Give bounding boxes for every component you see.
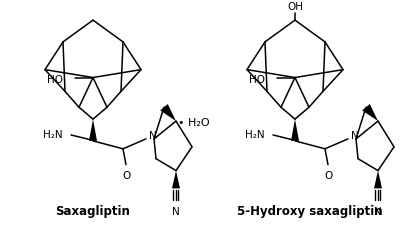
Polygon shape bbox=[373, 170, 381, 188]
Polygon shape bbox=[89, 119, 97, 141]
Text: HO: HO bbox=[248, 74, 264, 84]
Text: 5-Hydroxy saxagliptin: 5-Hydroxy saxagliptin bbox=[237, 205, 382, 218]
Text: Saxagliptin: Saxagliptin bbox=[56, 205, 130, 218]
Text: O: O bbox=[123, 170, 131, 180]
Text: O: O bbox=[324, 170, 332, 180]
Polygon shape bbox=[160, 104, 175, 121]
Text: N: N bbox=[373, 207, 381, 217]
Text: HO: HO bbox=[47, 74, 63, 84]
Text: N: N bbox=[148, 131, 156, 141]
Text: H₂N: H₂N bbox=[245, 130, 264, 140]
Text: H₂N: H₂N bbox=[43, 130, 63, 140]
Text: N: N bbox=[172, 207, 180, 217]
Polygon shape bbox=[290, 119, 298, 141]
Polygon shape bbox=[172, 170, 180, 188]
Polygon shape bbox=[361, 104, 377, 121]
Text: N: N bbox=[350, 131, 358, 141]
Text: OH: OH bbox=[286, 2, 302, 12]
Text: • H₂O: • H₂O bbox=[178, 118, 209, 128]
